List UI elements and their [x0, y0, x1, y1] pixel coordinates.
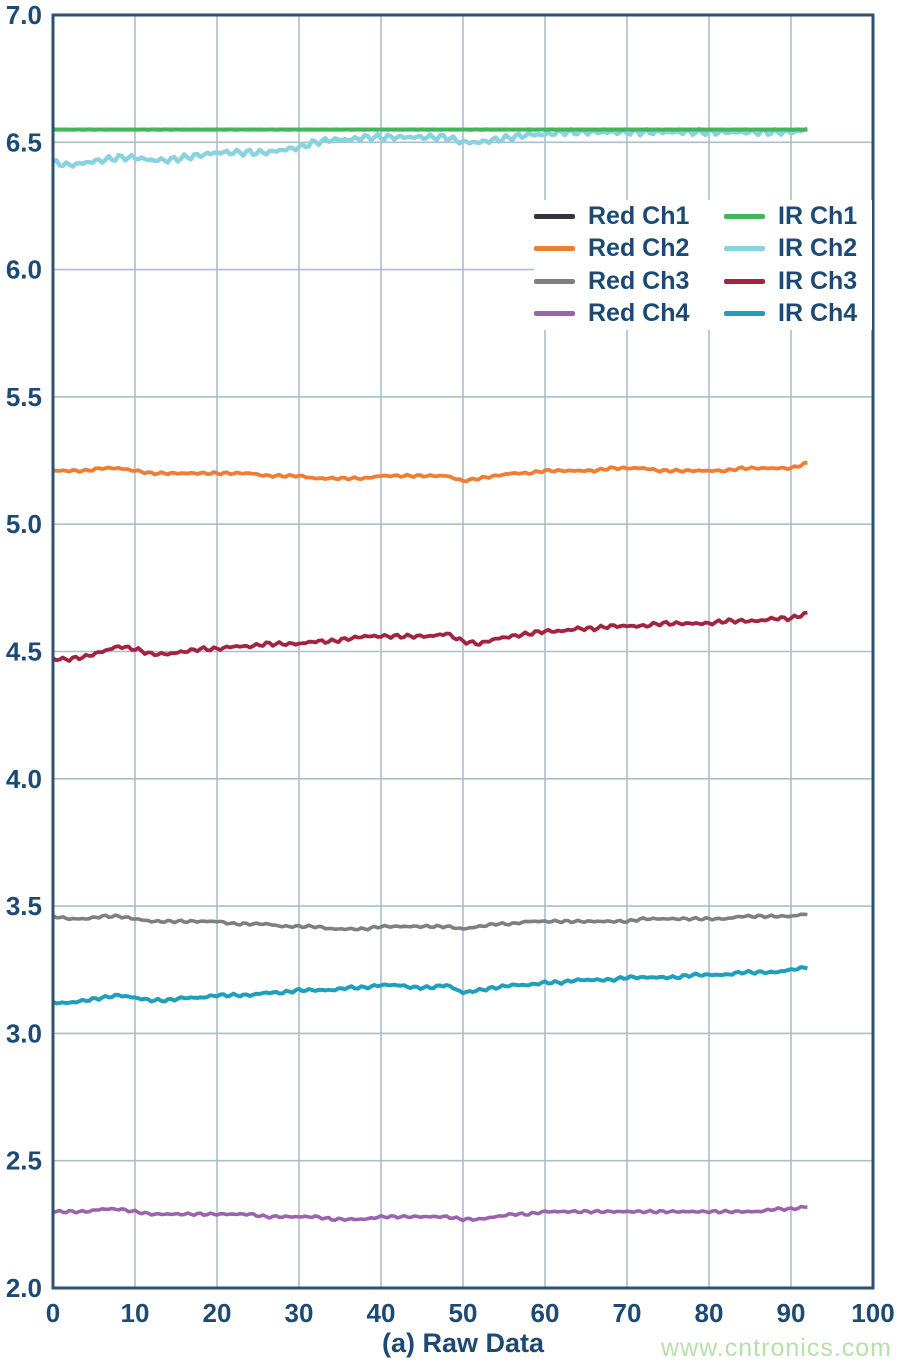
legend-label: Red Ch1 [588, 201, 690, 230]
plot-border [51, 13, 875, 1290]
watermark-text: www.cntronics.com [661, 1334, 892, 1362]
y-tick-label: 4.5 [6, 637, 42, 667]
legend-item-red-ch1: Red Ch1 [534, 201, 724, 230]
legend-item-red-ch3: Red Ch3 [534, 266, 724, 295]
legend-label: Red Ch2 [588, 234, 690, 263]
series-line-ir-ch4 [52, 965, 808, 1006]
y-tick-label: 7.0 [6, 0, 42, 30]
legend-label: Red Ch3 [588, 266, 690, 295]
x-tick-label: 0 [46, 1298, 60, 1328]
y-tick-label: 2.5 [6, 1146, 42, 1176]
chart-legend: Red Ch1 Red Ch2 Red Ch3 Red Ch4 IR Ch1 IR Ch2… [534, 200, 872, 330]
y-tick-label: 6.0 [6, 255, 42, 285]
x-tick-label: 10 [121, 1298, 150, 1328]
x-tick-label: 90 [777, 1298, 806, 1328]
legend-item-red-ch2: Red Ch2 [534, 236, 724, 261]
legend-item-red-ch4: Red Ch4 [534, 301, 724, 326]
x-tick-label: 20 [203, 1298, 232, 1328]
x-tick-label: 80 [695, 1298, 724, 1328]
legend-label: IR Ch4 [778, 299, 858, 328]
legend-item-ir-ch1: IR Ch1 [724, 201, 872, 230]
legend-swatch [534, 246, 575, 252]
x-tick-label: 60 [531, 1298, 560, 1328]
y-tick-label: 4.0 [6, 764, 42, 794]
legend-label: Red Ch4 [588, 299, 690, 328]
y-tick-label: 3.0 [6, 1018, 42, 1048]
series-line-red-ch3 [51, 912, 808, 932]
legend-swatch [534, 311, 575, 317]
legend-label: IR Ch2 [778, 234, 858, 263]
legend-swatch [724, 278, 765, 284]
y-tick-label: 3.5 [6, 891, 42, 921]
legend-swatch [724, 311, 765, 317]
y-tick-label: 5.0 [6, 509, 42, 539]
legend-label: IR Ch3 [778, 266, 858, 295]
legend-item-ir-ch2: IR Ch2 [724, 236, 872, 261]
legend-swatch [724, 246, 765, 252]
legend-swatch [534, 278, 575, 284]
x-tick-label: 70 [613, 1298, 642, 1328]
series-line-red-ch4 [52, 1204, 808, 1223]
series-line-red-ch2 [52, 460, 808, 484]
series-line-ir-ch2 [51, 126, 808, 169]
x-tick-label: 100 [851, 1298, 894, 1328]
legend-label: IR Ch1 [778, 201, 858, 230]
x-tick-label: 40 [367, 1298, 396, 1328]
legend-swatch [724, 213, 765, 219]
y-tick-label: 6.5 [6, 127, 42, 157]
y-tick-label: 5.5 [6, 382, 42, 412]
legend-swatch [534, 213, 575, 219]
legend-item-ir-ch4: IR Ch4 [724, 301, 872, 326]
x-tick-label: 50 [449, 1298, 478, 1328]
x-tick-label: 30 [285, 1298, 314, 1328]
chart-caption: (a) Raw Data [381, 1328, 545, 1358]
y-tick-label: 2.0 [6, 1273, 42, 1303]
series-line-ir-ch3 [52, 610, 808, 663]
legend-item-ir-ch3: IR Ch3 [724, 266, 872, 295]
